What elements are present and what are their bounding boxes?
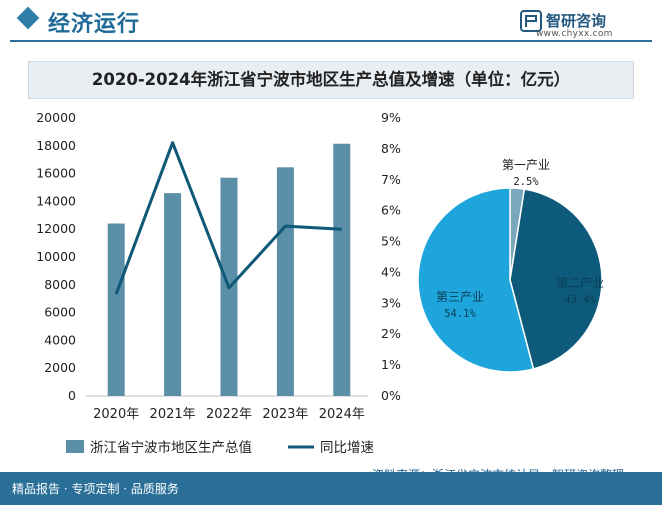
y-right-tick-label: 7% [381, 172, 401, 187]
bar [276, 167, 294, 396]
pie-slice-value: 43.4% [564, 294, 596, 306]
y-right-tick-label: 0% [381, 388, 401, 403]
footer-bar: 精品报告 · 专项定制 · 品质服务 [0, 472, 662, 505]
y-left-tick-label: 8000 [44, 277, 76, 292]
y-left-tick-label: 0 [68, 388, 76, 403]
y-left-tick-label: 16000 [36, 166, 76, 181]
y-left-tick-label: 2000 [44, 360, 76, 375]
legend-bar-label: 浙江省宁波市地区生产总值 [90, 439, 252, 456]
header-divider [10, 40, 652, 42]
logo-url: www.chyxx.com [536, 29, 613, 39]
y-right-tick-label: 2% [381, 326, 401, 341]
y-right-tick-label: 9% [381, 110, 401, 125]
pie-slice-label: 第二产业 [556, 276, 604, 290]
x-tick-label: 2024年 [319, 407, 365, 422]
pie-slice-value: 54.1% [444, 308, 476, 320]
y-left-tick-label: 20000 [36, 110, 76, 125]
y-right-tick-label: 4% [381, 264, 401, 279]
bar [107, 223, 125, 396]
pie-slice [509, 188, 603, 370]
legend-line-label: 同比增速 [320, 440, 374, 456]
y-left-tick-label: 4000 [44, 332, 76, 347]
y-right-tick-label: 5% [381, 234, 401, 249]
bar [164, 193, 182, 396]
growth-line [114, 141, 342, 295]
y-left-tick-label: 12000 [36, 221, 76, 236]
y-left-tick-label: 6000 [44, 305, 76, 320]
y-left-tick-label: 10000 [36, 249, 76, 264]
pie-slice [417, 187, 535, 373]
y-right-tick-label: 8% [381, 141, 401, 156]
section-title: 经济运行 [48, 12, 141, 37]
pie-slice-label: 第三产业 [436, 290, 484, 304]
footer-tagline: 精品报告 · 专项定制 · 品质服务 [12, 482, 179, 496]
pie-slice-value: 2.5% [513, 176, 539, 188]
y-right-tick-label: 6% [381, 203, 401, 218]
x-tick-label: 2020年 [93, 407, 139, 422]
title-banner: 2020-2024年浙江省宁波市地区生产总值及增速（单位：亿元） [28, 61, 634, 99]
y-left-tick-label: 18000 [36, 138, 76, 153]
y-right-tick-label: 3% [381, 295, 401, 310]
header: 经济运行 智研咨询 www.chyxx.com [0, 0, 662, 44]
logo: 智研咨询 www.chyxx.com [520, 8, 640, 40]
logo-text: 智研咨询 [546, 12, 607, 30]
pie-slice-label: 第一产业 [502, 158, 550, 172]
legend-bar-swatch [66, 440, 84, 453]
bar [333, 143, 351, 396]
x-tick-label: 2022年 [206, 407, 252, 422]
x-tick-label: 2023年 [262, 407, 308, 422]
y-right-tick-label: 1% [381, 357, 401, 372]
x-tick-label: 2021年 [150, 407, 196, 422]
logo-icon [520, 10, 542, 32]
chart-title: 2020-2024年浙江省宁波市地区生产总值及增速（单位：亿元） [91, 70, 571, 89]
y-left-tick-label: 14000 [36, 193, 76, 208]
